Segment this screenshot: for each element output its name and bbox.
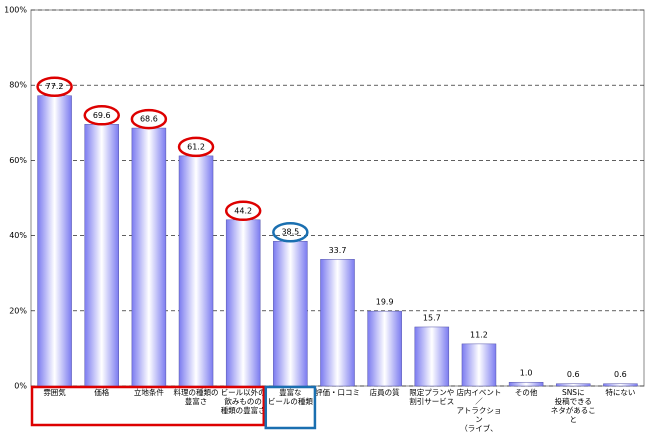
y-tick-label: 100% xyxy=(4,6,27,15)
value-label: 38.5 xyxy=(281,228,299,237)
x-tick-label: 限定プランや 割引サービス xyxy=(409,388,455,406)
x-label-box: 店員の質 xyxy=(369,388,400,397)
y-tick-label: 60% xyxy=(9,156,27,165)
x-label-box: ビール以外の 飲みものの 種類の豊富さ xyxy=(220,388,266,415)
value-label: 11.2 xyxy=(470,330,488,339)
x-tick-label: 料理の種類の 豊富さ xyxy=(173,388,219,406)
x-label-box: その他 xyxy=(514,388,538,397)
highlight-box xyxy=(30,385,266,427)
highlight-circle xyxy=(272,221,309,243)
x-tick-label: 価格 xyxy=(94,388,110,397)
y-tick-label: 80% xyxy=(9,81,27,90)
value-label: 0.6 xyxy=(614,370,627,379)
x-tick-label: 店内イベント／ アトラクション （ライブ、 ダンスなど） xyxy=(456,388,502,432)
x-label-box: 店内イベント／ アトラクション （ライブ、 ダンスなど） xyxy=(456,388,502,432)
highlight-circle xyxy=(36,76,73,97)
x-tick-label: 立地条件 xyxy=(133,388,164,397)
y-tick-label: 20% xyxy=(9,306,27,315)
value-label: 0.6 xyxy=(567,370,580,379)
x-label-box: 雰囲気 xyxy=(43,388,66,397)
highlight-circle xyxy=(83,105,120,126)
bar xyxy=(273,240,308,387)
value-label: 1.0 xyxy=(520,369,533,378)
bar xyxy=(178,155,214,387)
x-tick-label: ビール以外の 飲みものの 種類の豊富さ xyxy=(220,388,266,415)
x-tick-label: その他 xyxy=(514,388,538,397)
value-label: 15.7 xyxy=(423,313,441,322)
x-label-box: SNSに 投稿できる ネタがあること xyxy=(550,388,596,424)
x-tick-label: 豊富な ビールの種類 xyxy=(267,388,313,406)
bar xyxy=(556,383,591,387)
value-label: 33.7 xyxy=(329,246,347,255)
bar xyxy=(225,219,261,387)
y-tick-label: 0% xyxy=(14,382,27,391)
x-label-box: 価格 xyxy=(94,388,110,397)
highlight-box xyxy=(264,385,317,430)
highlight-circle xyxy=(224,200,262,222)
value-label: 68.6 xyxy=(140,115,158,124)
x-tick-label: SNSに 投稿できる ネタがあること xyxy=(550,388,596,424)
x-label-box: 料理の種類の 豊富さ xyxy=(173,388,219,406)
bar xyxy=(131,127,167,387)
bar xyxy=(508,381,544,387)
x-tick-label: 店員の質 xyxy=(369,388,400,397)
highlight-circle xyxy=(130,108,168,130)
x-label-box: 豊富な ビールの種類 xyxy=(267,388,313,406)
bar xyxy=(320,259,355,387)
value-label: 77.2 xyxy=(46,82,64,91)
x-label-box: 特にない xyxy=(605,388,636,397)
bar xyxy=(461,343,497,387)
bar xyxy=(84,124,119,387)
x-label-box: 評価・口コミ xyxy=(314,388,360,397)
bar xyxy=(603,383,638,387)
highlight-circle xyxy=(177,136,215,158)
y-tick-label: 40% xyxy=(9,231,27,240)
x-label-box: 限定プランや 割引サービス xyxy=(409,388,455,406)
x-tick-label: 評価・口コミ xyxy=(314,388,360,397)
value-label: 19.9 xyxy=(376,298,394,307)
x-tick-label: 雰囲気 xyxy=(43,388,66,397)
x-tick-label: 特にない xyxy=(605,388,636,397)
x-label-box: 立地条件 xyxy=(133,388,164,397)
value-label: 69.6 xyxy=(93,111,111,120)
bar xyxy=(367,310,402,387)
bar xyxy=(37,95,72,387)
value-label: 44.2 xyxy=(234,206,252,215)
bar xyxy=(414,326,450,387)
value-label: 61.2 xyxy=(187,142,205,151)
